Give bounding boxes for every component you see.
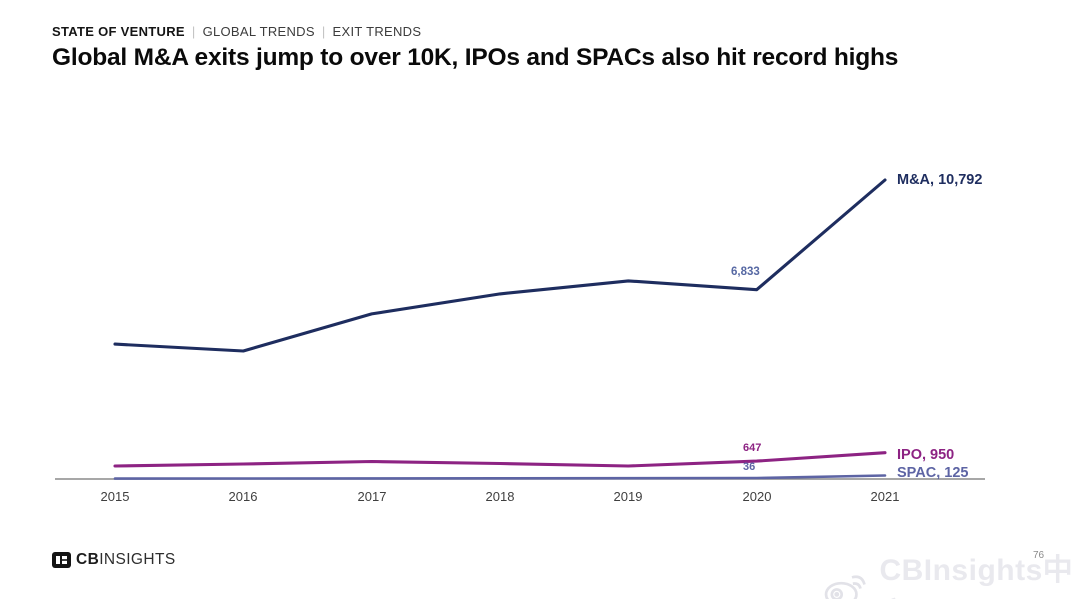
series-end-label-spac: SPAC, 125 xyxy=(897,465,969,481)
line-ipo xyxy=(113,451,887,468)
watermark-text: CBInsights中文 xyxy=(879,554,1074,599)
logo-text-cb: CB xyxy=(76,551,100,568)
kicker-brand: STATE OF VENTURE xyxy=(52,24,185,39)
slide-title: Global M&A exits jump to over 10K, IPOs … xyxy=(52,44,899,71)
logo-text-insights: INSIGHTS xyxy=(99,551,176,568)
point-label-ipo-2020: 647 xyxy=(743,442,762,454)
series-end-label-ma: M&A, 10,792 xyxy=(897,172,983,188)
kicker-section-global-trends: GLOBAL TRENDS xyxy=(202,24,315,39)
watermark: CBInsights中文 xyxy=(818,545,1080,599)
x-axis-label-2018: 2018 xyxy=(485,489,515,504)
x-axis-label-2016: 2016 xyxy=(228,489,258,504)
series-end-label-ipo: IPO, 950 xyxy=(897,447,955,463)
page-number: 76 xyxy=(1033,550,1045,561)
kicker-separator: | xyxy=(321,24,326,39)
x-axis-label-2019: 2019 xyxy=(613,489,643,504)
point-label-ma-2020: 6,833 xyxy=(731,266,760,278)
kicker: STATE OF VENTURE | GLOBAL TRENDS | EXIT TREN… xyxy=(52,24,421,39)
kicker-separator: | xyxy=(191,24,196,39)
cbinsights-logo: CBINSIGHTS xyxy=(52,551,176,569)
x-axis-label-2020: 2020 xyxy=(742,489,772,504)
point-label-spac-2020: 36 xyxy=(743,461,756,473)
line-spac xyxy=(113,474,887,480)
x-axis-label-2015: 2015 xyxy=(100,489,130,504)
x-axis-label-2017: 2017 xyxy=(357,489,387,504)
weibo-icon xyxy=(824,575,866,599)
cbinsights-logo-text: CBINSIGHTS xyxy=(76,551,176,569)
kicker-section-exit-trends: EXIT TRENDS xyxy=(332,24,422,39)
cbinsights-logo-icon xyxy=(52,552,71,568)
line-ma xyxy=(113,178,887,353)
x-axis-label-2021: 2021 xyxy=(870,489,900,504)
